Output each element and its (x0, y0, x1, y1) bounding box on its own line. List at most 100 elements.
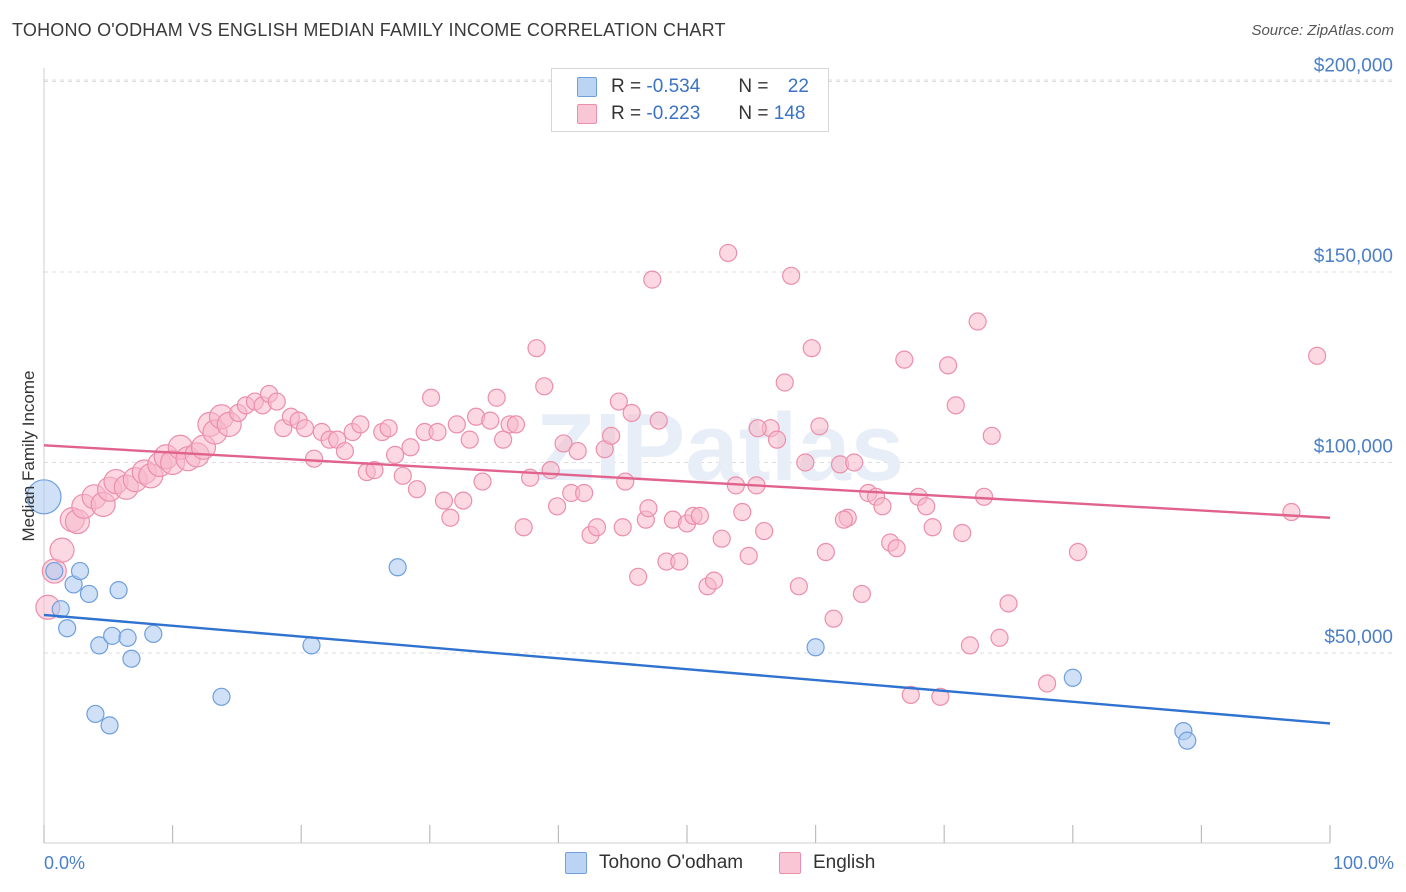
tohono-point-10 (122, 649, 141, 668)
english-point-134 (999, 594, 1018, 613)
english-point-35 (304, 449, 324, 468)
english-point-126 (938, 356, 958, 375)
axes (43, 68, 1331, 844)
english-point-140 (748, 419, 767, 438)
english-point-79 (609, 392, 628, 411)
tohono-point-9 (118, 628, 137, 647)
english-point-133 (990, 628, 1009, 647)
english-point-67 (527, 339, 546, 358)
english-point-113 (845, 453, 864, 472)
english-point-97 (733, 502, 752, 522)
english-point-138 (1308, 346, 1327, 365)
english-point-106 (796, 453, 815, 472)
english-point-125 (931, 687, 950, 706)
english-point-105 (789, 577, 808, 596)
series-legend-english[interactable]: English (779, 852, 875, 874)
english-point-95 (719, 243, 738, 263)
legend-n-label: N = (738, 103, 769, 124)
english-point-108 (810, 417, 829, 436)
english-point-60 (481, 411, 500, 430)
gridlines (44, 79, 1394, 654)
source-credit: Source: ZipAtlas.com (1251, 22, 1394, 39)
x-tick-label-left: 0.0% (44, 853, 85, 873)
tohono-point-12 (109, 581, 128, 600)
english-point-41 (351, 415, 370, 434)
english-point-127 (946, 396, 965, 415)
english-point-104 (782, 266, 801, 285)
tohono-point-1 (45, 561, 64, 581)
legend-swatch-blue (577, 77, 597, 97)
tohono-trend-line (43, 613, 1331, 725)
english-point-91 (690, 506, 709, 525)
english-point-93 (704, 571, 724, 590)
series-swatch-blue (565, 852, 587, 874)
english-point-120 (895, 350, 914, 369)
english-point-142 (613, 518, 632, 537)
legend-r-label: R = (611, 103, 642, 124)
english-point-39 (335, 441, 355, 461)
english-point-123 (917, 497, 936, 516)
tohono-point-8 (103, 626, 122, 645)
y-tick-label-3: $200,000 (1314, 56, 1393, 77)
english-point-136 (1068, 542, 1088, 562)
english-point-121 (901, 685, 920, 705)
watermark: ZIPatlas (536, 394, 904, 501)
english-point-56 (454, 491, 473, 510)
legend-n-value: 148 (773, 103, 806, 124)
english-point-64 (506, 415, 526, 434)
tohono-point-11 (144, 624, 163, 644)
english-point-54 (441, 508, 460, 527)
tohono-point-2 (51, 600, 70, 619)
series-swatch-pink (779, 852, 801, 874)
english-point-100 (755, 521, 774, 541)
english-point-55 (447, 415, 466, 434)
english-point-34 (295, 419, 315, 438)
english-point-46 (385, 445, 405, 464)
english-point-137 (1282, 502, 1301, 522)
english-trend-line (43, 444, 1331, 519)
english-point-70 (548, 497, 567, 516)
english-point-128 (953, 523, 972, 543)
series-legend-tohono[interactable]: Tohono O'odham (565, 852, 743, 874)
english-point-85 (649, 411, 668, 430)
legend-row-english: R = -0.223 N = 148 (552, 100, 805, 128)
english-point-80 (616, 472, 635, 491)
tohono-point-19 (1063, 668, 1082, 687)
legend-r-value: -0.223 (646, 103, 701, 124)
english-point-59 (473, 472, 492, 491)
english-point-110 (824, 609, 843, 628)
y-tick-label-1: $100,000 (1314, 437, 1393, 458)
legend-r-label: R = (611, 76, 642, 97)
english-point-51 (421, 388, 441, 407)
english-point-74 (575, 483, 594, 503)
tohono-point-4 (70, 561, 90, 581)
english-point-117 (873, 497, 892, 516)
english-point-76 (587, 518, 607, 537)
english-point-119 (887, 539, 906, 558)
english-point-65 (514, 518, 533, 537)
english-point-141 (639, 499, 658, 518)
english-point-114 (852, 584, 871, 604)
tohono-point-17 (388, 558, 407, 577)
english-point-52 (428, 422, 447, 442)
english-point-98 (739, 546, 758, 565)
legend-n-value: 22 (787, 76, 809, 97)
legend-n-label: N = (738, 76, 769, 97)
english-point-132 (982, 426, 1001, 445)
series-legend: Tohono O'odham English (0, 852, 1406, 876)
legend-r-value: -0.534 (646, 76, 701, 97)
english-point-43 (365, 461, 384, 480)
english-point-82 (629, 567, 648, 586)
tohono-point-0 (26, 479, 62, 515)
legend-swatch-pink (577, 104, 597, 124)
english-point-71 (554, 434, 573, 453)
english-point-135 (1037, 674, 1057, 693)
english-point-84 (643, 270, 662, 289)
y-tick-label-0: $50,000 (1324, 627, 1393, 648)
english-point-45 (379, 419, 398, 438)
tohono-point-16 (302, 636, 321, 655)
tohono-point-21 (1178, 731, 1197, 750)
english-point-61 (487, 388, 506, 407)
tohono-points (26, 479, 1197, 750)
y-tick-labels: $50,000 $100,000 $150,000 $200,000 (1314, 56, 1393, 649)
